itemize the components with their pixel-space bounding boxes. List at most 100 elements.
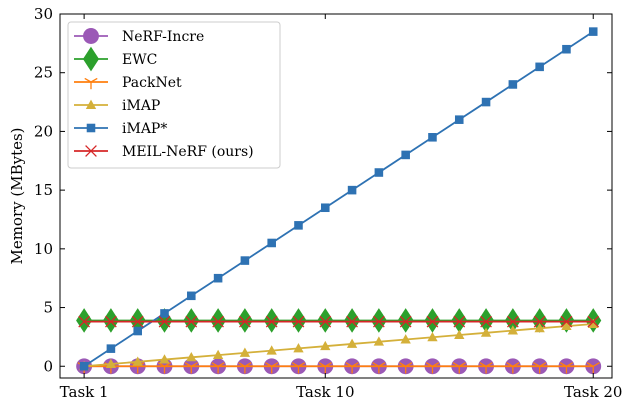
y-tick-label: 20 [34,122,53,140]
legend: NeRF-Incre EWC PackNet iMAP iMAP* MEIL-NeRF (… [67,21,281,169]
data-point [291,362,306,374]
data-point [562,44,571,54]
data-point [320,340,331,351]
data-point [534,322,545,333]
data-point [79,361,89,371]
data-point [319,315,332,328]
data-point [238,362,252,374]
legend-label: iMAP* [122,121,167,137]
data-point [561,320,572,331]
data-point [239,347,251,357]
legend-marker [84,77,98,90]
data-point [454,329,465,339]
data-point [78,315,90,328]
data-point [427,331,438,342]
y-axis-label: Memory (MBytes) [8,127,26,264]
data-point [454,115,464,124]
data-point [373,315,385,328]
data-point [347,185,357,195]
data-point [211,362,225,374]
data-point [508,80,518,89]
data-point [292,315,305,328]
data-point [401,150,410,160]
data-point [159,354,170,364]
data-point [317,308,334,333]
legend-label: PackNet [122,75,182,91]
series-2 [77,362,600,374]
data-point [131,315,144,328]
data-point [212,315,224,328]
legend-item: EWC [74,46,157,72]
data-point [586,362,600,374]
data-point [184,362,198,374]
data-point [160,309,169,318]
series-line [83,30,594,368]
legend-marker [85,99,97,109]
y-tick-label: 15 [34,181,53,199]
data-point [290,308,307,333]
data-point [400,334,411,344]
data-point [560,315,573,328]
data-point [453,315,466,328]
data-point [106,344,116,353]
data-point [397,308,414,333]
data-point [102,308,119,333]
data-point [185,315,198,328]
series-4 [79,27,598,371]
data-point [481,97,491,107]
data-point [183,308,200,333]
data-point [346,338,358,348]
data-point [239,315,251,328]
data-point [266,345,277,355]
data-point [187,291,196,301]
data-point [425,362,440,374]
y-tick-label: 0 [43,357,53,375]
legend-marker [83,28,99,44]
y-tick-label: 5 [43,299,53,317]
data-point [399,315,412,328]
data-point [587,315,600,328]
data-point [236,308,253,333]
x-tick-label: Task 10 [296,383,354,401]
legend-item: MEIL-NeRF (ours) [74,144,254,160]
data-point [212,349,224,360]
data-point [506,362,520,374]
legend-item: iMAP [74,98,160,114]
data-point [105,315,117,328]
data-point [373,336,385,346]
data-point [158,315,171,328]
legend-label: MEIL-NeRF (ours) [122,144,254,160]
series-3 [78,318,599,371]
data-point [533,315,546,328]
data-point [559,362,574,374]
data-point [265,362,279,374]
legend-label: EWC [122,52,157,68]
legend-item: PackNet [74,75,182,91]
data-point [374,168,384,177]
data-point [399,362,413,374]
data-point [451,308,468,333]
data-point [294,221,303,230]
series-layer [76,27,602,375]
data-point [263,308,280,333]
legend-label: NeRF-Incre [122,29,204,45]
legend-marker [86,123,96,133]
series-line [84,323,594,368]
data-point [318,362,332,374]
x-tick-label: Task 1 [60,383,109,401]
legend-label: iMAP [122,98,160,114]
data-point [426,315,439,328]
data-point [480,327,492,337]
legend-box [67,21,281,169]
data-point [370,308,387,333]
legend-item: NeRF-Incre [74,28,204,45]
series-5 [78,315,600,328]
data-point [588,27,598,36]
data-point [424,308,441,333]
data-point [345,362,359,374]
data-point [428,133,437,142]
plot-frame [59,13,613,379]
data-point [132,356,143,366]
y-tick-label: 25 [34,64,53,82]
